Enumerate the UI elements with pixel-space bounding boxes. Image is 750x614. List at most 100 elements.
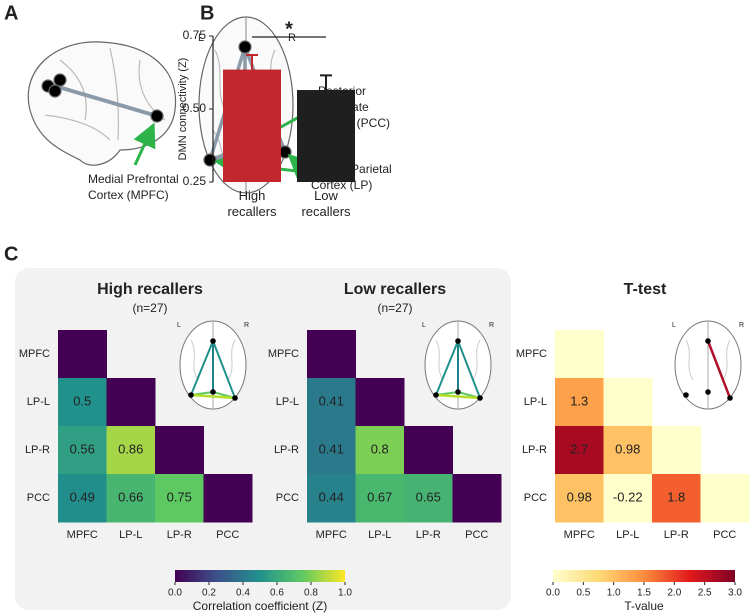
cell-label: 1.3: [570, 393, 588, 408]
cell-label: 0.41: [319, 393, 344, 408]
cell-label: 0.65: [416, 489, 441, 504]
colorbar-tick-label: 3.0: [728, 588, 742, 599]
heatmap-cell: [58, 474, 107, 523]
heatmap-cell: [603, 426, 653, 475]
heatmap-cell: [603, 378, 653, 427]
gyri: [190, 339, 236, 381]
x-tick-label: MPFC: [564, 529, 595, 541]
x-tick-label: PCC: [713, 529, 736, 541]
colorbar-tick-label: 0.0: [168, 588, 182, 599]
x-tick-label: LP-L: [119, 529, 142, 541]
heatmap-cell: [652, 426, 701, 475]
hemisphere-label: R: [288, 32, 296, 44]
node: [232, 395, 238, 401]
label-line: Low: [314, 188, 338, 203]
heatmap-cell: [555, 378, 604, 427]
node: [210, 389, 216, 395]
bar: [223, 69, 281, 182]
mpfc-label: Medial Prefrontal Cortex (MPFC): [88, 172, 182, 202]
y-tick-label: 0.75: [183, 28, 207, 42]
node: [705, 389, 711, 395]
connection: [435, 393, 481, 400]
heatmap-cell: [355, 474, 405, 523]
heatmap-cell: [452, 474, 502, 523]
heatmap-cell: [307, 474, 356, 523]
cell-label: 0.86: [118, 441, 143, 456]
heatmap-cell: [404, 474, 453, 523]
y-tick-label: MPFC: [516, 348, 547, 360]
y-tick-label: LP-L: [276, 396, 299, 408]
x-tick-label: LP-R: [664, 529, 689, 541]
heatmap-cell: [203, 474, 253, 523]
y-tick-label: MPFC: [19, 348, 50, 360]
cell-label: 1.8: [667, 489, 685, 504]
chart-subtitle: (n=27): [377, 301, 412, 315]
label-line: Cortex (MPFC): [88, 188, 169, 202]
y-tick-label: LP-L: [524, 396, 547, 408]
colorbar: [175, 570, 345, 582]
cell-label: 0.75: [167, 489, 192, 504]
node: [683, 392, 689, 398]
heatmap-cell: [404, 426, 453, 475]
panel-label: C: [4, 243, 18, 265]
cell-label: 0.41: [319, 441, 344, 456]
error-bar: [320, 74, 332, 91]
colorbar-tick-label: 2.5: [698, 588, 712, 599]
cell-label: 0.66: [118, 489, 143, 504]
cell-label: 0.56: [70, 441, 95, 456]
y-tick-label: PCC: [276, 492, 299, 504]
cell-label: 0.5: [73, 393, 91, 408]
hemisphere-mark: L: [177, 322, 181, 329]
node: [433, 392, 439, 398]
cell-label: 0.44: [319, 489, 344, 504]
colorbar-label: Correlation coefficient (Z): [193, 599, 328, 613]
colorbar-tick-label: 2.0: [667, 588, 681, 599]
cell-label: -0.22: [613, 489, 643, 504]
colorbar-tick-label: 1.5: [637, 588, 651, 599]
hemisphere-label: L: [198, 32, 204, 44]
hemisphere-mark: L: [672, 322, 676, 329]
colorbar-tick-label: 0.2: [202, 588, 216, 599]
y-tick-label: LP-R: [522, 444, 547, 456]
label-line: recallers: [301, 204, 351, 219]
colorbar-tick-label: 1.0: [607, 588, 621, 599]
cell-label: 0.49: [70, 489, 95, 504]
colorbar-label: T-value: [624, 599, 664, 613]
heatmap-cell: [155, 474, 204, 523]
label-line: High: [239, 188, 266, 203]
colorbar-tick-label: 0.8: [304, 588, 318, 599]
chart-title: High recallers: [97, 281, 203, 298]
heatmap-cell: [58, 426, 107, 475]
heatmap-cell: [58, 378, 107, 427]
node: [188, 392, 194, 398]
cell-label: 0.8: [371, 441, 389, 456]
heatmap-cell: [355, 426, 405, 475]
cell-label: 0.67: [367, 489, 392, 504]
x-tick-label: LP-R: [167, 529, 192, 541]
heatmap-cell: [155, 426, 204, 475]
node: [455, 389, 461, 395]
node: [455, 338, 461, 344]
significance-label: *: [285, 18, 293, 40]
y-tick-label: 0.25: [183, 174, 207, 188]
connection: [212, 340, 236, 399]
colorbar-tick-label: 0.5: [576, 588, 590, 599]
node: [210, 338, 216, 344]
x-tick-label: LP-L: [368, 529, 391, 541]
x-tick-label: PCC: [465, 529, 488, 541]
y-tick-label: LP-R: [25, 444, 50, 456]
hemisphere-mark: R: [739, 322, 744, 329]
hemisphere-mark: R: [244, 322, 249, 329]
heatmap-cell: [58, 330, 107, 379]
chart-title: Low recallers: [344, 281, 446, 298]
heatmap-cell: [307, 378, 356, 427]
heatmap-cell: [555, 474, 604, 523]
heatmap-cell: [307, 426, 356, 475]
panel-background: [15, 268, 511, 610]
cell-label: 0.98: [567, 489, 592, 504]
chart-title: T-test: [624, 281, 667, 298]
y-tick-label: LP-L: [27, 396, 50, 408]
